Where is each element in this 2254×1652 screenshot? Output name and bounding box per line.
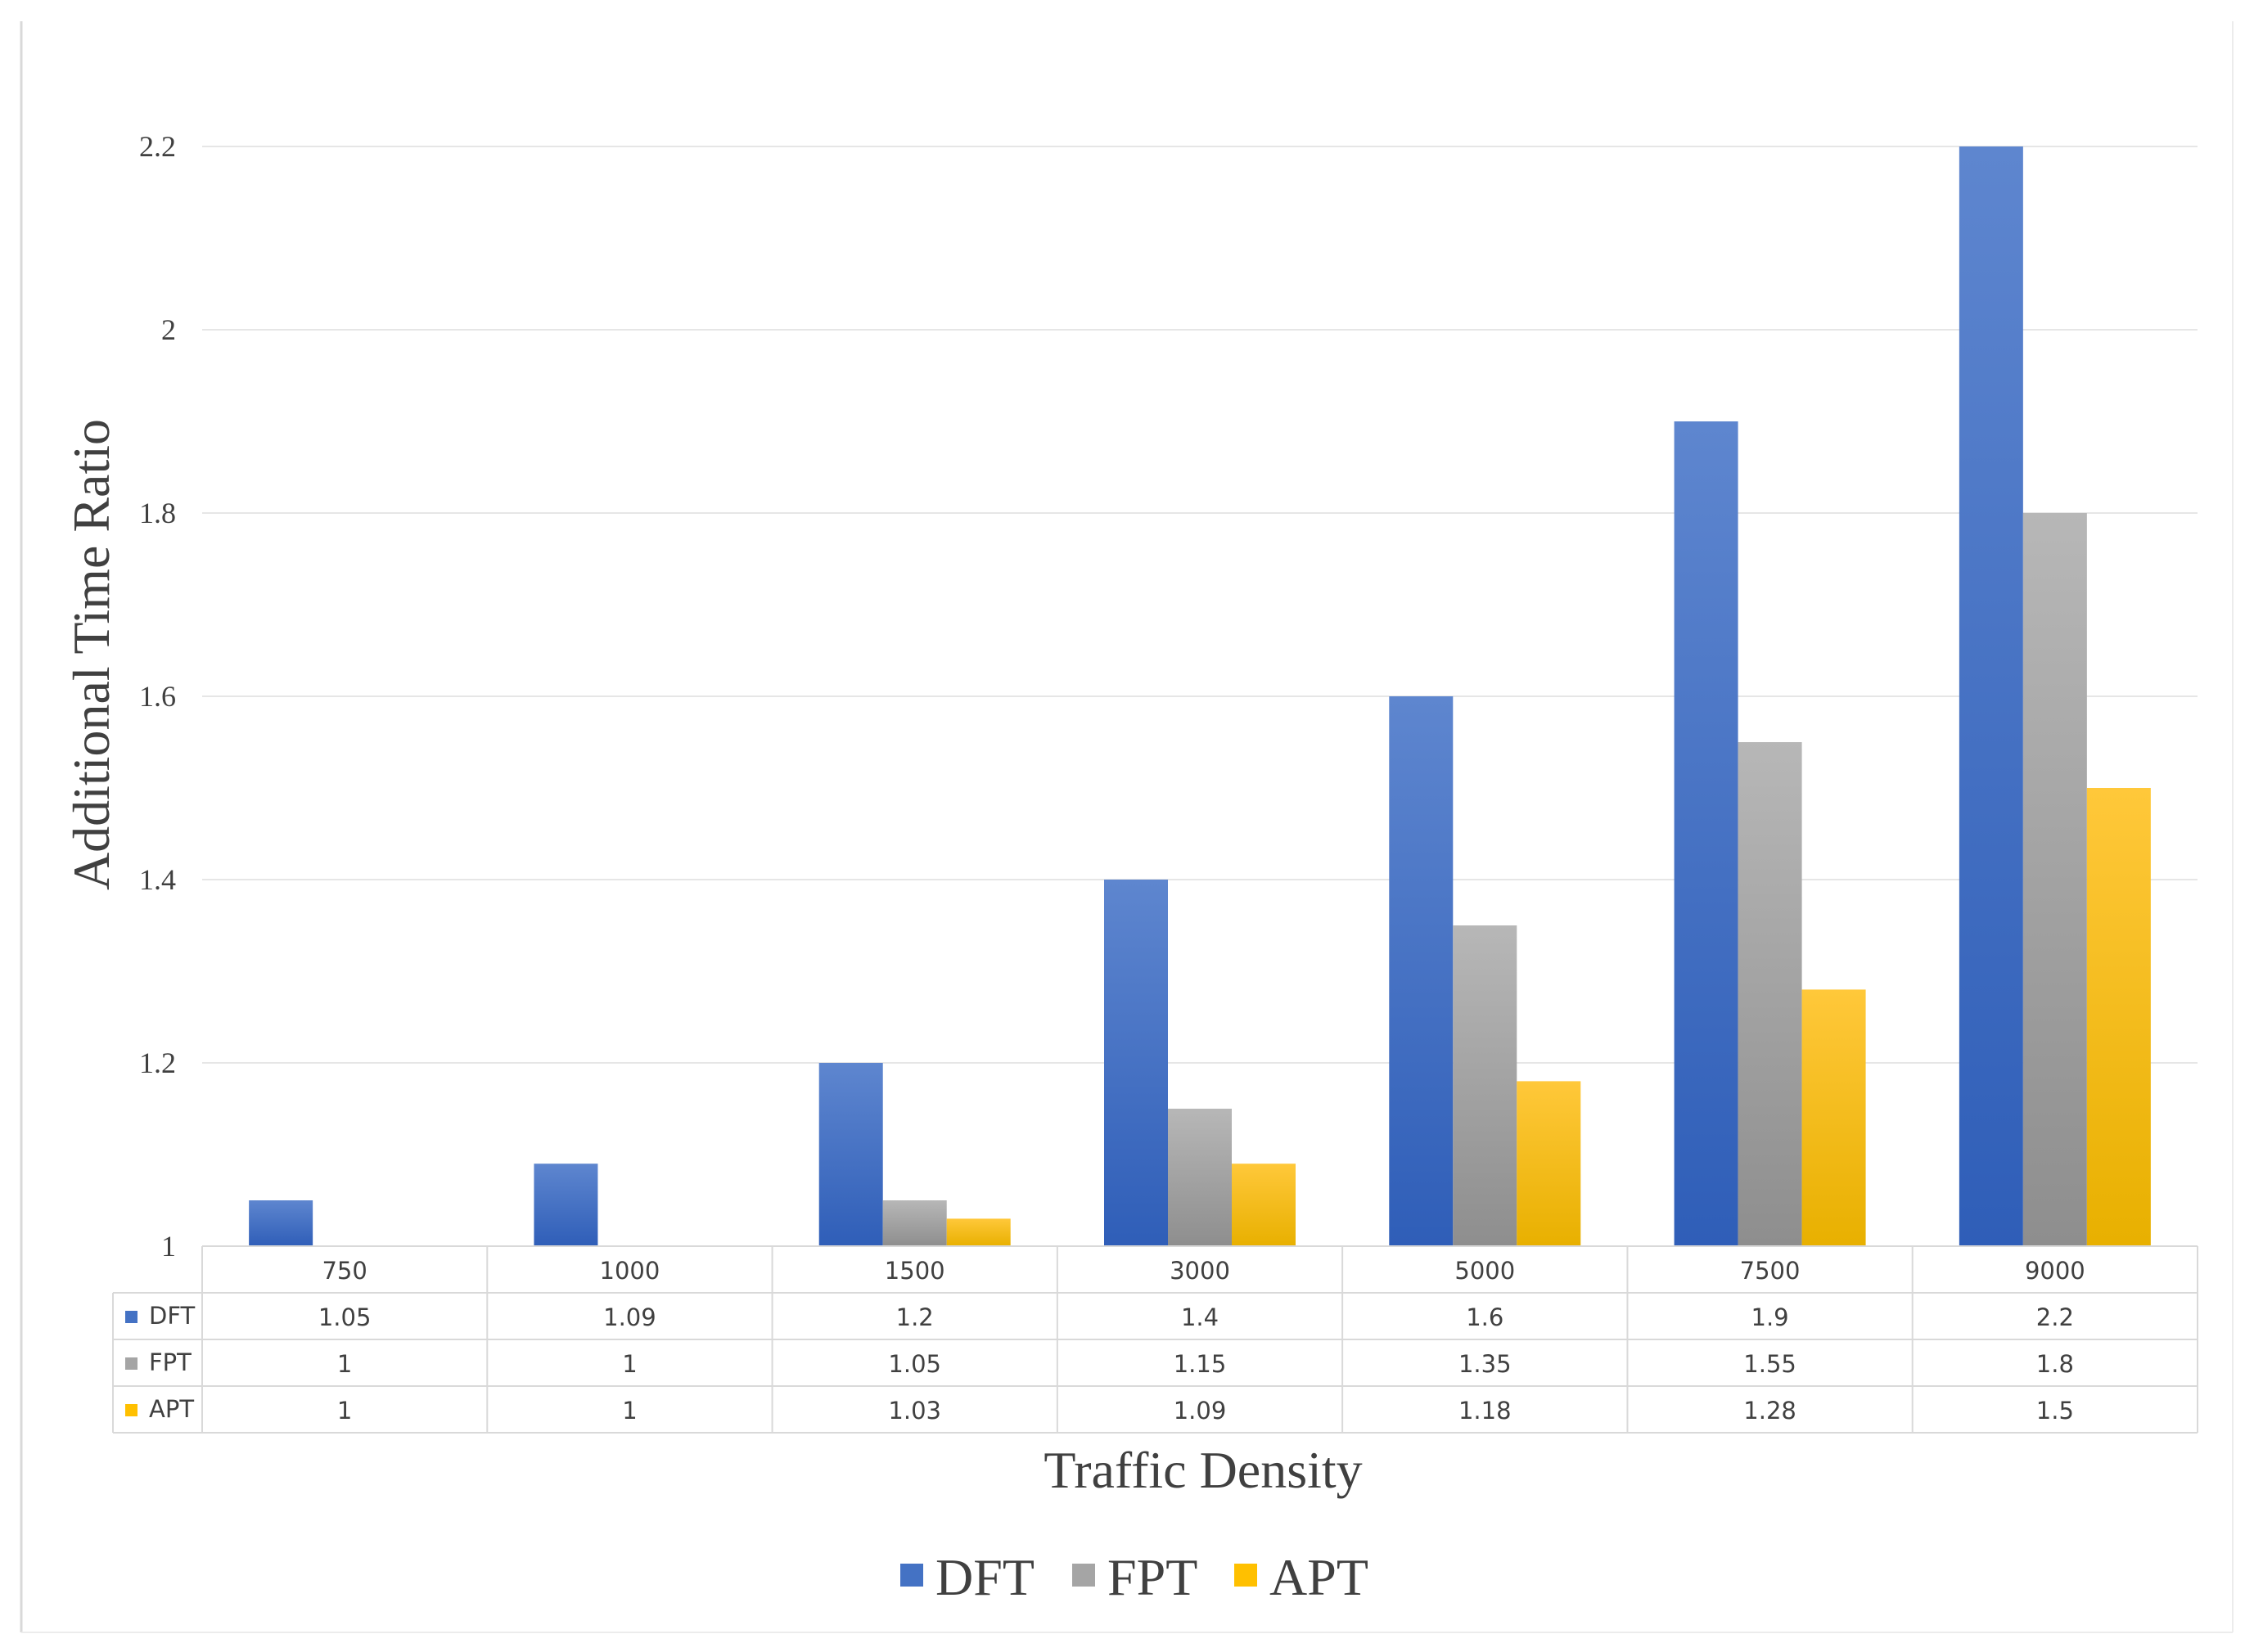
legend-label-dft: DFT bbox=[935, 1548, 1035, 1606]
bar-fpt-1500 bbox=[882, 1200, 947, 1246]
y-tick-label: 1 bbox=[161, 1230, 176, 1263]
bar-dft-7500 bbox=[1674, 421, 1738, 1246]
table-category-label: 1000 bbox=[600, 1257, 660, 1285]
bar-apt-9000 bbox=[2086, 788, 2151, 1246]
table-value: 2.2 bbox=[2036, 1303, 2074, 1331]
bar-dft-1500 bbox=[818, 1063, 883, 1246]
table-value: 1.09 bbox=[1174, 1397, 1227, 1425]
bar-dft-9000 bbox=[1959, 146, 2023, 1246]
bar-fpt-9000 bbox=[2022, 513, 2087, 1246]
table-value: 1.35 bbox=[1458, 1350, 1512, 1378]
legend: DFT FPT APT bbox=[900, 1548, 1368, 1606]
bar-dft-750 bbox=[249, 1200, 313, 1246]
bar-dft-3000 bbox=[1104, 880, 1168, 1246]
y-tick-label: 1.6 bbox=[139, 680, 176, 713]
table-value: 1.9 bbox=[1751, 1303, 1789, 1331]
table-value: 1.4 bbox=[1181, 1303, 1219, 1331]
table-category-label: 1500 bbox=[885, 1257, 945, 1285]
table-value: 1.15 bbox=[1174, 1350, 1227, 1378]
y-tick-label: 1.4 bbox=[139, 863, 176, 896]
table-value: 1.55 bbox=[1743, 1350, 1796, 1378]
bar-dft-1000 bbox=[534, 1164, 598, 1246]
table-category-label: 7500 bbox=[1740, 1257, 1801, 1285]
table-value: 1.2 bbox=[896, 1303, 934, 1331]
data-table: 750 1000 1500 3000 5000 7500 9000 DFT 1.05 1.09 1.… bbox=[112, 1245, 2198, 1434]
y-tick-label: 2 bbox=[161, 313, 176, 346]
y-tick-label: 1.8 bbox=[139, 497, 176, 529]
legend-swatch-apt bbox=[1234, 1564, 1257, 1587]
y-tick-label: 1.2 bbox=[139, 1047, 176, 1079]
table-series-label: DFT bbox=[149, 1302, 196, 1330]
table-series-label: FPT bbox=[149, 1348, 192, 1376]
x-axis-title: Traffic Density bbox=[1044, 1441, 1362, 1499]
table-category-label: 5000 bbox=[1454, 1257, 1515, 1285]
table-value: 1.8 bbox=[2036, 1350, 2074, 1378]
bar-apt-1500 bbox=[946, 1218, 1011, 1246]
table-category-label: 3000 bbox=[1170, 1257, 1230, 1285]
y-axis-ticks: 1 1.2 1.4 1.6 1.8 2 2.2 bbox=[139, 130, 176, 1263]
table-legend-key bbox=[125, 1404, 137, 1416]
table-value: 1.18 bbox=[1458, 1397, 1512, 1425]
table-series-label: APT bbox=[149, 1395, 194, 1423]
table-category-label: 750 bbox=[322, 1257, 367, 1285]
legend-swatch-fpt bbox=[1072, 1564, 1095, 1587]
table-value: 1 bbox=[622, 1350, 637, 1378]
table-value: 1 bbox=[622, 1397, 637, 1425]
bars bbox=[249, 146, 2151, 1246]
table-value: 1.09 bbox=[603, 1303, 656, 1331]
table-value: 1.6 bbox=[1466, 1303, 1503, 1331]
table-legend-key bbox=[125, 1357, 137, 1370]
table-value: 1.05 bbox=[888, 1350, 941, 1378]
bar-dft-5000 bbox=[1389, 696, 1454, 1246]
bar-apt-7500 bbox=[1801, 989, 1866, 1246]
table-value: 1 bbox=[337, 1397, 352, 1425]
table-value: 1 bbox=[337, 1350, 352, 1378]
gridlines bbox=[202, 146, 2198, 1064]
bar-apt-5000 bbox=[1517, 1081, 1581, 1246]
legend-swatch-dft bbox=[900, 1564, 923, 1587]
table-value: 1.03 bbox=[888, 1397, 941, 1425]
table-value: 1.28 bbox=[1743, 1397, 1796, 1425]
bar-fpt-3000 bbox=[1168, 1109, 1232, 1246]
legend-label-apt: APT bbox=[1269, 1548, 1368, 1606]
table-legend-key bbox=[125, 1311, 137, 1323]
legend-label-fpt: FPT bbox=[1107, 1548, 1197, 1606]
bar-apt-3000 bbox=[1232, 1164, 1296, 1246]
table-value: 1.5 bbox=[2036, 1397, 2074, 1425]
y-tick-label: 2.2 bbox=[139, 130, 176, 163]
bar-fpt-5000 bbox=[1453, 925, 1517, 1246]
y-axis-title: Additional Time Ratio bbox=[62, 419, 120, 890]
table-category-label: 9000 bbox=[2025, 1257, 2085, 1285]
bar-fpt-7500 bbox=[1738, 742, 1802, 1246]
table-value: 1.05 bbox=[318, 1303, 372, 1331]
